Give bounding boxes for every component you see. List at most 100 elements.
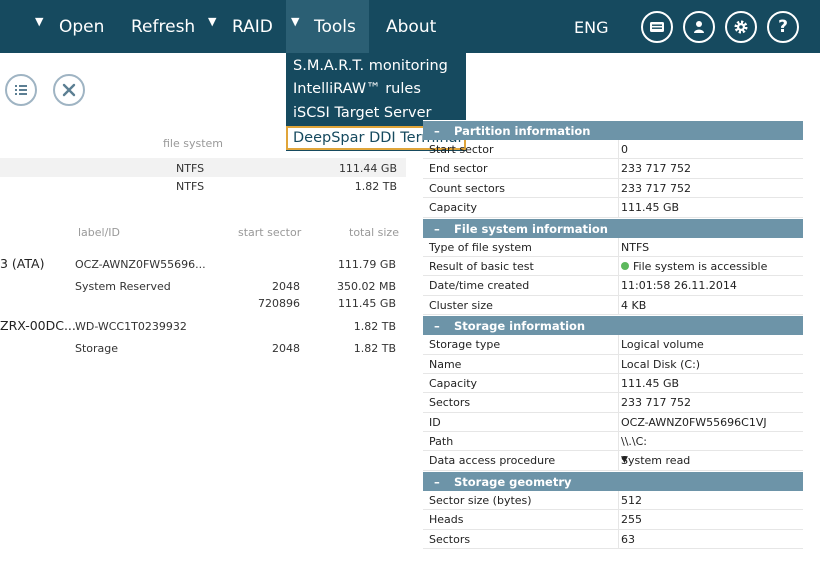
property-row: Date/time created 11:01:58 26.11.2014 [423, 276, 803, 296]
property-row: Sector size (bytes) 512 [423, 490, 803, 511]
data-access-procedure-select[interactable]: System read ▼ [618, 451, 803, 470]
list-view-button[interactable] [5, 74, 37, 106]
disk-label[interactable]: WD-WCC1T0239932 [75, 320, 187, 333]
collapse-icon[interactable]: – [434, 221, 440, 236]
property-value: 512 [621, 493, 642, 507]
property-value: \\.\C: [621, 435, 648, 449]
property-value: System read [621, 454, 691, 468]
property-value: OCZ-AWNZ0FW55696C1VJ [621, 415, 767, 429]
col-header-label-id: label/ID [78, 226, 121, 239]
property-row: Capacity 111.45 GB [423, 198, 803, 218]
raid-caret-icon[interactable]: ▼ [208, 15, 217, 28]
table-row[interactable]: NTFS 1.82 TB [0, 177, 406, 196]
fs-type: NTFS [176, 180, 205, 193]
property-value-cell: Logical volume [618, 335, 803, 354]
help-button[interactable]: ? [767, 11, 799, 43]
section-file-system-information[interactable]: – File system information [423, 217, 803, 238]
fs-size: 111.44 GB [338, 162, 397, 175]
property-key: Storage type [429, 338, 501, 352]
property-value-cell: 233 717 752 [618, 393, 803, 412]
property-value: NTFS [621, 240, 650, 254]
property-value-cell: NTFS [618, 237, 803, 256]
user-icon [694, 21, 704, 33]
property-value: 111.45 GB [621, 376, 680, 390]
disk-label[interactable]: OCZ-AWNZ0FW55696... [75, 258, 206, 271]
help-icon: ? [778, 17, 788, 37]
property-row: Data access procedure System read ▼ [423, 451, 803, 471]
property-value: 233 717 752 [621, 181, 691, 195]
section-storage-geometry[interactable]: – Storage geometry [423, 470, 803, 491]
table-row[interactable]: NTFS 111.44 GB [0, 158, 406, 177]
disk-name[interactable]: 3 (ATA) [0, 256, 45, 271]
menu-open[interactable]: Open [59, 17, 105, 37]
col-header-file-system: file system [163, 137, 224, 150]
menu-item-intelliraw-rules[interactable]: IntelliRAW™ rules [293, 81, 421, 97]
close-button[interactable] [53, 74, 85, 106]
col-header-start-sector: start sector [238, 226, 302, 239]
partition-label[interactable]: System Reserved [75, 280, 171, 293]
section-partition-information[interactable]: – Partition information [423, 120, 803, 140]
property-value-cell: 111.45 GB [618, 373, 803, 393]
property-value: File system is accessible [633, 259, 768, 273]
partition-label[interactable]: Storage [75, 342, 119, 355]
section-title: Partition information [454, 124, 591, 138]
partition-start: 2048 [272, 342, 300, 355]
user-button[interactable] [683, 11, 715, 43]
collapse-icon[interactable]: – [434, 124, 440, 138]
fs-type: NTFS [176, 162, 205, 175]
menu-tools-label: Tools [314, 17, 356, 37]
property-value-cell: 233 717 752 [618, 159, 803, 178]
property-row: ID OCZ-AWNZ0FW55696C1VJ [423, 412, 803, 433]
property-value-cell: 0 [618, 140, 803, 159]
property-value: 0 [621, 143, 628, 156]
menu-item-smart-monitoring[interactable]: S.M.A.R.T. monitoring [293, 58, 448, 74]
section-title: File system information [454, 221, 608, 236]
property-key: Result of basic test [429, 259, 534, 273]
chevron-down-icon[interactable]: ▼ [621, 455, 628, 466]
settings-icon [734, 20, 748, 34]
property-row: Path \\.\C: [423, 432, 803, 452]
property-key: ID [429, 415, 441, 429]
property-value-cell: 4 KB [618, 295, 803, 315]
disk-name[interactable]: ZRX-00DC... [0, 318, 76, 333]
status-dot-icon [621, 261, 629, 270]
property-key: Type of file system [429, 240, 532, 254]
property-row: Result of basic test File system is acces… [423, 256, 803, 277]
property-key: Sectors [429, 396, 471, 410]
partition-total: 111.45 GB [337, 297, 396, 310]
property-value: 111.45 GB [621, 201, 680, 215]
menu-raid[interactable]: RAID [232, 17, 273, 37]
collapse-icon[interactable]: – [434, 474, 440, 489]
property-value: 4 KB [621, 298, 647, 312]
property-key: Capacity [429, 376, 478, 390]
messages-button[interactable] [641, 11, 673, 43]
settings-button[interactable] [725, 11, 757, 43]
property-value-cell: File system is accessible [618, 256, 803, 276]
property-value-cell: 512 [618, 490, 803, 510]
language-selector[interactable]: ENG [574, 18, 609, 37]
messages-icon [650, 22, 664, 32]
property-key: Sector size (bytes) [429, 493, 532, 507]
property-value: 255 [621, 513, 642, 527]
menu-refresh[interactable]: Refresh [131, 17, 196, 37]
property-row: Sectors 63 [423, 529, 803, 550]
close-icon [62, 83, 76, 97]
menu-about[interactable]: About [386, 17, 437, 37]
property-value-cell: 233 717 752 [618, 178, 803, 198]
collapse-icon[interactable]: – [434, 319, 440, 334]
menu-tools[interactable]: ▼ Tools [286, 0, 369, 53]
menu-item-iscsi-target-server[interactable]: iSCSI Target Server [293, 105, 432, 121]
property-key: Start sector [429, 143, 494, 156]
section-title: Storage geometry [454, 474, 572, 489]
property-row: End sector 233 717 752 [423, 159, 803, 179]
top-menu-bar: ▼ Open Refresh ▼ RAID ▼ Tools About ENG … [0, 0, 820, 53]
property-value-cell: \\.\C: [618, 432, 803, 451]
properties-panel: – Partition information Start sector 0 En… [423, 120, 803, 550]
property-key: End sector [429, 162, 488, 176]
open-caret-icon[interactable]: ▼ [35, 15, 44, 28]
property-row: Cluster size 4 KB [423, 295, 803, 316]
section-storage-information[interactable]: – Storage information [423, 315, 803, 336]
property-value-cell: 255 [618, 510, 803, 529]
col-header-total-size: total size [349, 226, 399, 239]
property-row: Start sector 0 [423, 140, 803, 160]
